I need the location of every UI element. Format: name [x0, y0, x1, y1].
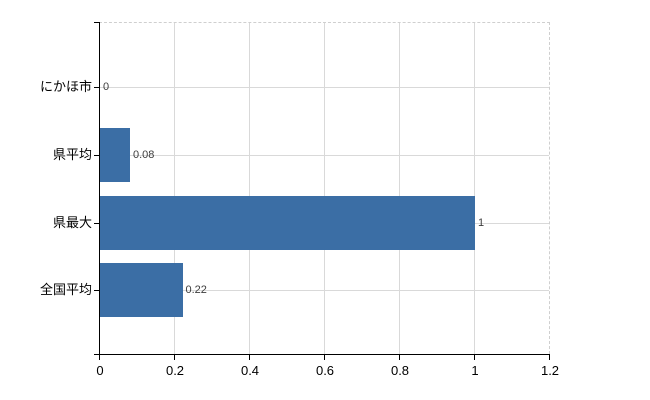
plot-border-right [549, 22, 550, 354]
bar-value-label: 0.22 [185, 283, 207, 296]
bar [100, 263, 183, 317]
vertical-gridline [324, 22, 325, 354]
x-tick-label: 0 [96, 363, 104, 378]
y-tick-mark [94, 155, 99, 156]
horizontal-gridline [100, 290, 549, 291]
x-tick-mark [399, 355, 400, 360]
x-tick-label: 1 [471, 363, 479, 378]
bar-value-label: 0.08 [133, 148, 155, 161]
bar-value-label: 1 [478, 216, 485, 229]
bar-row: 1 [100, 190, 550, 256]
horizontal-gridline [100, 155, 549, 156]
category-label: 全国平均 [39, 282, 92, 297]
x-tick-label: 0.8 [390, 363, 410, 378]
y-tick-mark [94, 87, 99, 88]
y-tick-mark [94, 223, 99, 224]
y-tick-mark [94, 290, 99, 291]
bar [100, 128, 130, 182]
bar-row: 0.22 [100, 257, 550, 323]
vertical-gridline [249, 22, 250, 354]
x-tick-label: 0.4 [240, 363, 260, 378]
x-tick-mark [324, 355, 325, 360]
category-label: にかほ市 [39, 79, 92, 94]
x-tick-mark [549, 355, 550, 360]
y-axis-line [99, 22, 100, 360]
x-axis-line [94, 354, 550, 355]
vertical-gridline [174, 22, 175, 354]
horizontal-gridline [100, 87, 549, 88]
x-tick-mark [474, 355, 475, 360]
bar-row: 0 [100, 54, 550, 120]
category-label: 県平均 [52, 147, 92, 162]
x-tick-mark [174, 355, 175, 360]
x-tick-label: 1.2 [540, 363, 560, 378]
y-tick-mark [94, 22, 99, 23]
x-tick-label: 0.2 [165, 363, 185, 378]
x-tick-mark [249, 355, 250, 360]
x-tick-label: 0.6 [315, 363, 335, 378]
vertical-gridline [474, 22, 475, 354]
bar-value-label: 0 [103, 80, 110, 93]
x-tick-mark [99, 355, 100, 360]
plot-border-top [99, 22, 550, 23]
bar [100, 196, 475, 250]
vertical-gridline [399, 22, 400, 354]
bar-row: 0.08 [100, 122, 550, 188]
category-label: 県最大 [52, 215, 92, 230]
